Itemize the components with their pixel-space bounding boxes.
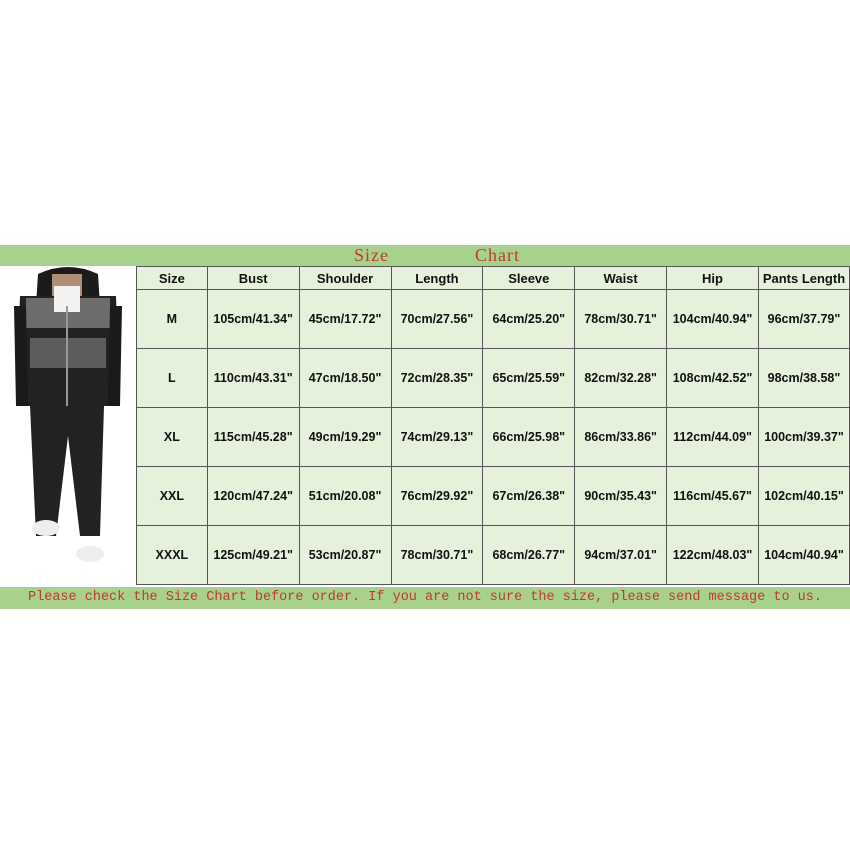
table-header-row: Size Bust Shoulder Length Sleeve Waist Hip Pant…: [136, 266, 850, 290]
table-cell: 116cm/45.67": [666, 466, 759, 526]
table-cell: 64cm/25.20": [482, 289, 576, 349]
table-row: XXXL 125cm/49.21" 53cm/20.87" 78cm/30.71" 68…: [136, 525, 850, 585]
column-header: Size: [136, 266, 208, 290]
table-cell: 74cm/29.13": [390, 407, 484, 467]
column-header: Bust: [206, 266, 300, 290]
table-cell: 45cm/17.72": [298, 289, 392, 349]
table-cell: 65cm/25.59": [482, 348, 576, 408]
table-cell: 70cm/27.56": [390, 289, 484, 349]
column-header: Length: [390, 266, 484, 290]
table-cell: 110cm/43.31": [206, 348, 300, 408]
table-cell: 76cm/29.92": [390, 466, 484, 526]
table-cell: 120cm/47.24": [206, 466, 300, 526]
table-cell: 72cm/28.35": [390, 348, 484, 408]
footer-notice: Please check the Size Chart before order…: [0, 587, 850, 609]
column-header: Sleeve: [482, 266, 576, 290]
table-cell: 78cm/30.71": [390, 525, 484, 585]
table-cell: 68cm/26.77": [482, 525, 576, 585]
table-cell: 100cm/39.37": [757, 407, 850, 467]
table-row: XXL 120cm/47.24" 51cm/20.08" 76cm/29.92" 67c…: [136, 466, 850, 526]
table-cell: L: [136, 348, 208, 408]
table-cell: XXXL: [136, 525, 208, 585]
product-photo: [0, 266, 136, 586]
table-cell: 94cm/37.01": [574, 525, 668, 585]
table-cell: 105cm/41.34": [206, 289, 300, 349]
table-cell: 90cm/35.43": [574, 466, 668, 526]
table-cell: 53cm/20.87": [298, 525, 392, 585]
column-header: Pants Length: [757, 266, 850, 290]
table-cell: 96cm/37.79": [757, 289, 850, 349]
table-cell: 104cm/40.94": [666, 289, 759, 349]
table-cell: 115cm/45.28": [206, 407, 300, 467]
table-cell: 78cm/30.71": [574, 289, 668, 349]
table-cell: 112cm/44.09": [666, 407, 759, 467]
column-header: Shoulder: [298, 266, 392, 290]
table-row: XL 115cm/45.28" 49cm/19.29" 74cm/29.13" 66cm…: [136, 407, 850, 467]
table-cell: 122cm/48.03": [666, 525, 759, 585]
column-header: Waist: [574, 266, 668, 290]
table-cell: 86cm/33.86": [574, 407, 668, 467]
title-band: Size Chart: [0, 245, 850, 266]
table-cell: 98cm/38.58": [757, 348, 850, 408]
size-table: Size Bust Shoulder Length Sleeve Waist Hip Pant…: [136, 266, 850, 585]
column-header: Hip: [666, 266, 759, 290]
table-cell: XL: [136, 407, 208, 467]
table-cell: 104cm/40.94": [757, 525, 850, 585]
table-cell: 49cm/19.29": [298, 407, 392, 467]
title-word-size: Size: [354, 245, 389, 265]
table-cell: XXL: [136, 466, 208, 526]
table-cell: 82cm/32.28": [574, 348, 668, 408]
table-cell: 108cm/42.52": [666, 348, 759, 408]
table-cell: 102cm/40.15": [757, 466, 850, 526]
table-row: L 110cm/43.31" 47cm/18.50" 72cm/28.35" 65cm/…: [136, 348, 850, 408]
table-cell: 125cm/49.21": [206, 525, 300, 585]
table-cell: 66cm/25.98": [482, 407, 576, 467]
table-cell: 51cm/20.08": [298, 466, 392, 526]
table-cell: M: [136, 289, 208, 349]
table-cell: 67cm/26.38": [482, 466, 576, 526]
table-row: M 105cm/41.34" 45cm/17.72" 70cm/27.56" 64cm/…: [136, 289, 850, 349]
title-word-chart: Chart: [475, 245, 520, 265]
table-cell: 47cm/18.50": [298, 348, 392, 408]
